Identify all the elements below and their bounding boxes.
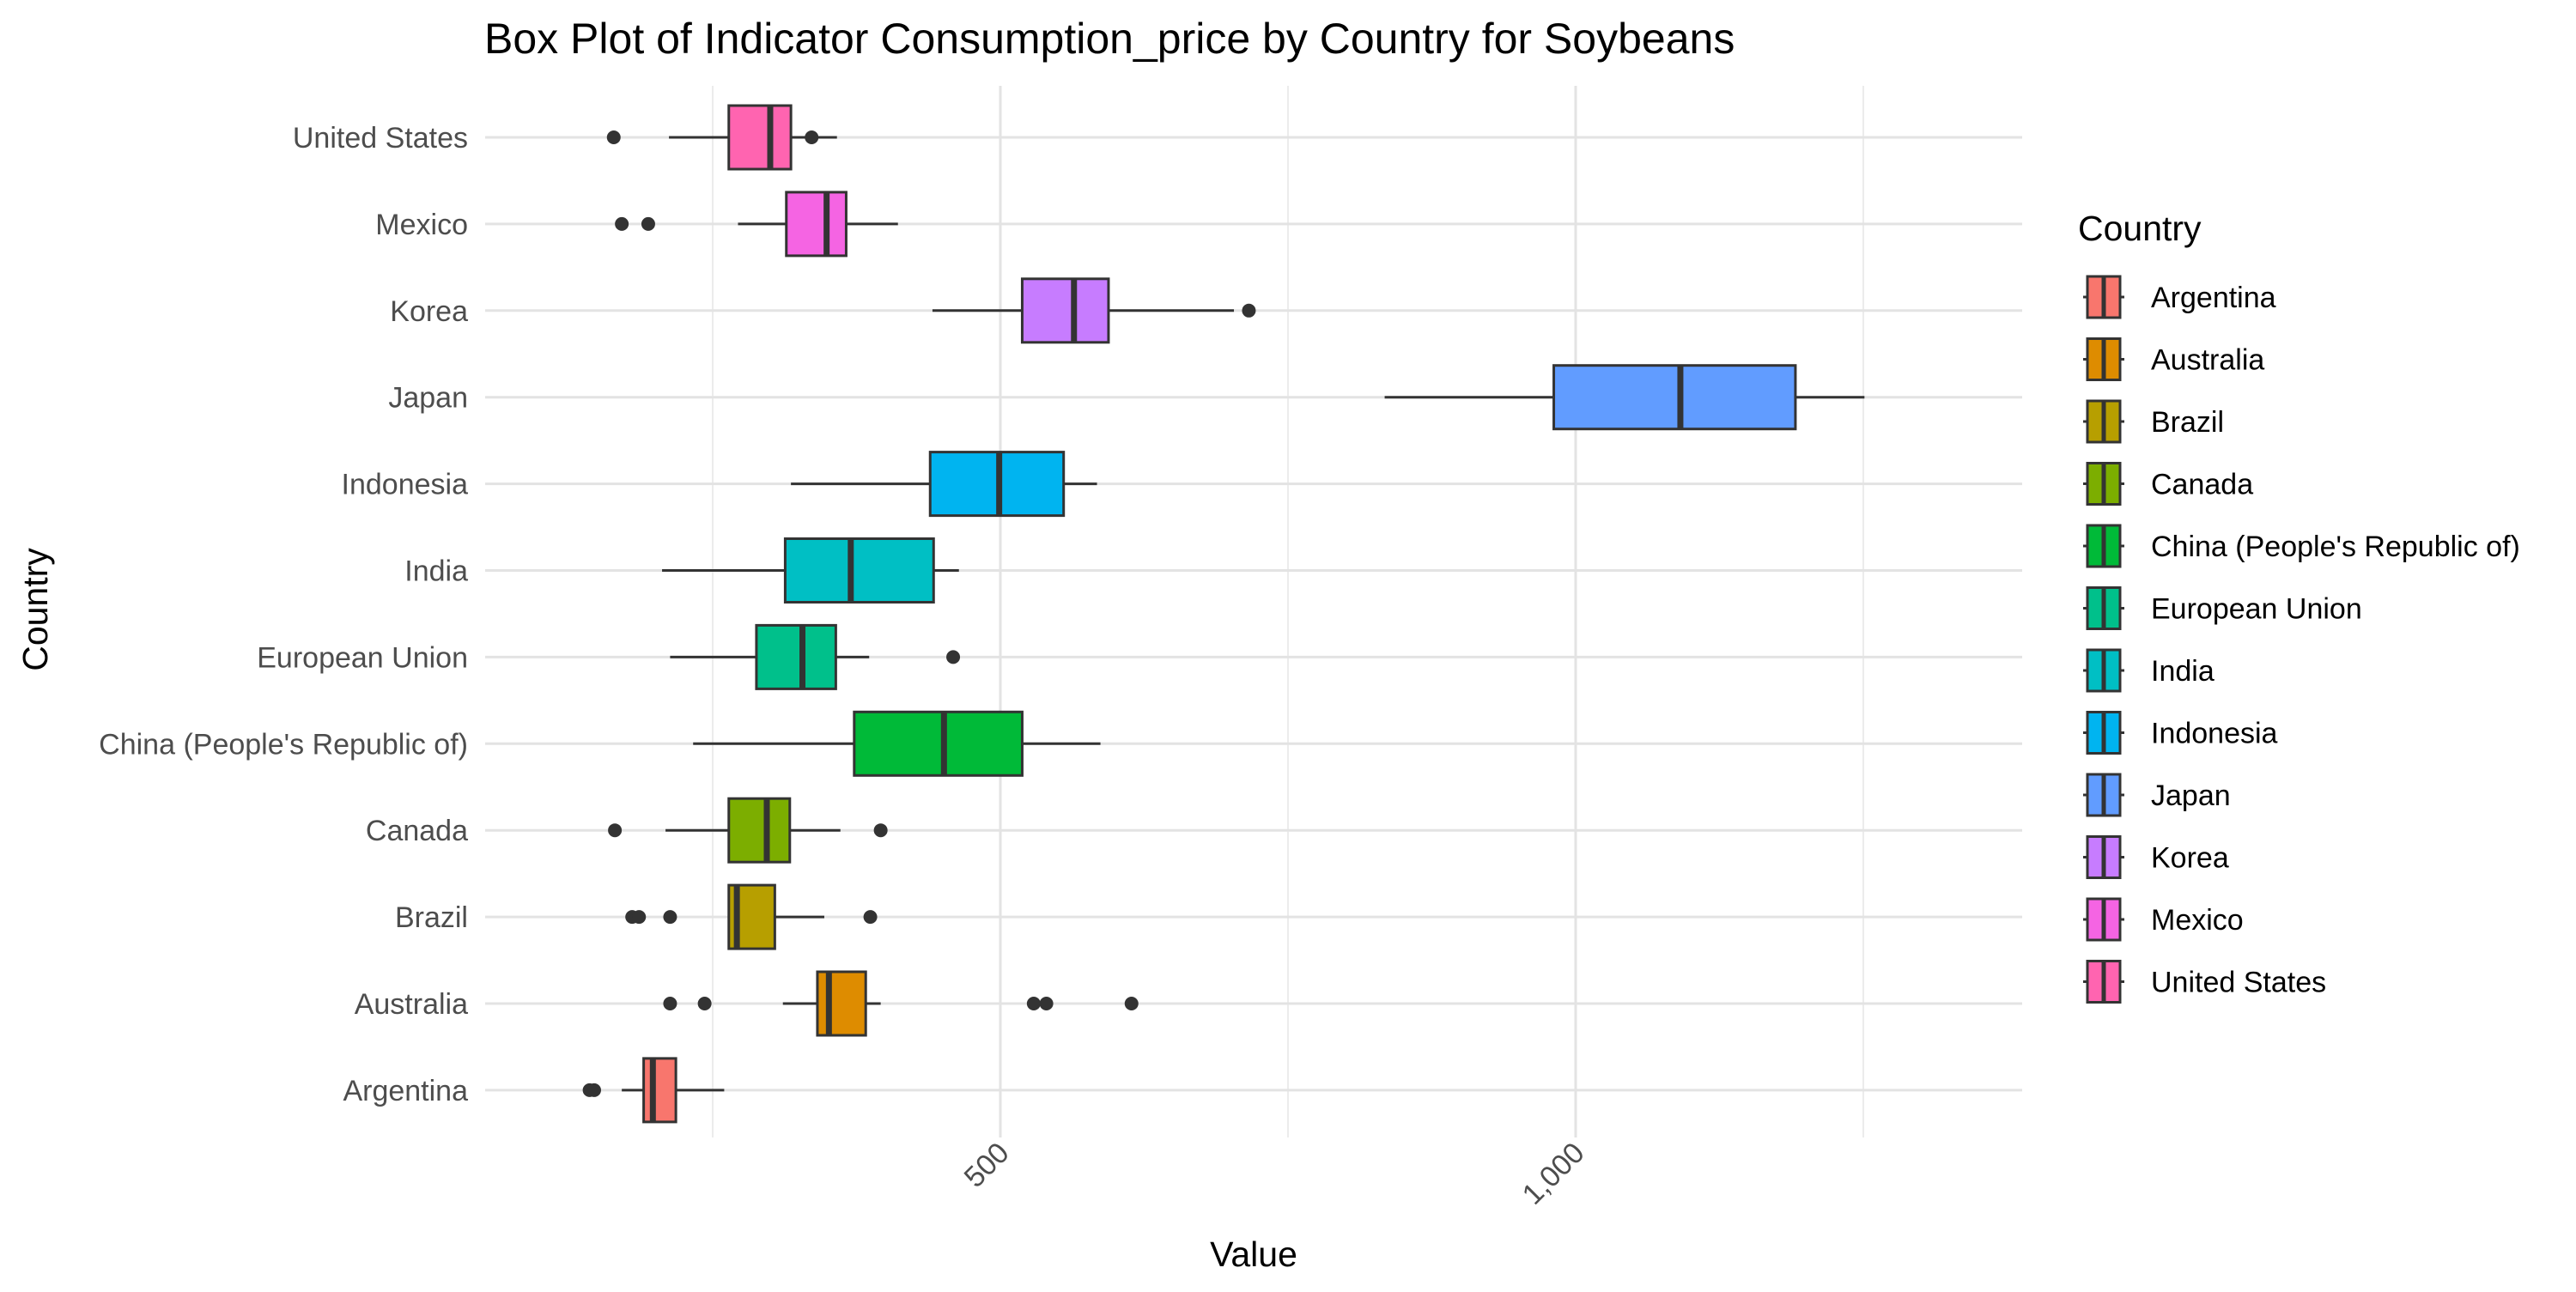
legend: Country Argentina Australia Brazil Canada Ch… — [2078, 209, 2520, 1004]
legend-title: Country — [2078, 209, 2202, 248]
box-indonesia — [791, 451, 1097, 518]
legend-label: Korea — [2151, 842, 2229, 875]
box-european-union — [670, 623, 961, 690]
outlier-point — [1242, 303, 1256, 318]
legend-label: China (People's Republic of) — [2151, 531, 2520, 563]
outlier-point — [1026, 997, 1041, 1010]
outlier-point — [805, 130, 819, 144]
y-tick-labels: Argentina Australia Brazil Canada China (Peo… — [99, 122, 468, 1107]
outlier-point — [946, 650, 961, 664]
outlier-point — [606, 130, 621, 144]
legend-key: Canada — [2083, 462, 2253, 506]
y-tick-label: European Union — [257, 641, 468, 674]
y-tick-label: Australia — [355, 988, 468, 1021]
box-iqr — [1020, 277, 1110, 344]
legend-label: Canada — [2151, 469, 2253, 501]
legend-label: European Union — [2151, 593, 2362, 626]
box-iqr — [853, 710, 1024, 777]
box-iqr — [785, 191, 848, 258]
outlier-point — [586, 1083, 601, 1097]
y-axis-title: Country — [15, 548, 55, 671]
legend-key: United States — [2083, 960, 2326, 1004]
outlier-point — [873, 823, 888, 838]
y-tick-label: India — [404, 555, 468, 588]
outlier-point — [641, 216, 655, 231]
x-tick-labels: 500 1,000 — [958, 1137, 1591, 1211]
legend-key: Australia — [2083, 337, 2264, 381]
box-iqr — [816, 970, 867, 1037]
legend-key: Mexico — [2083, 897, 2244, 942]
legend-key: China (People's Republic of) — [2083, 524, 2520, 568]
x-axis-title: Value — [1210, 1234, 1297, 1274]
outlier-point — [608, 823, 623, 838]
grid-layer — [485, 86, 2022, 1137]
legend-key: European Union — [2083, 586, 2362, 630]
box-china-people-s-republic-of- — [693, 710, 1101, 777]
box-iqr — [1552, 364, 1797, 431]
legend-label: Australia — [2151, 344, 2264, 377]
y-tick-label: Indonesia — [342, 469, 469, 501]
outlier-point — [697, 997, 712, 1010]
outlier-point — [615, 216, 629, 231]
outlier-point — [1039, 997, 1054, 1010]
outlier-point — [663, 997, 677, 1010]
box-iqr — [783, 537, 935, 604]
legend-label: India — [2151, 655, 2215, 688]
legend-key: Korea — [2083, 835, 2229, 879]
y-tick-label: Argentina — [343, 1075, 468, 1107]
legend-label: Argentina — [2151, 282, 2276, 314]
y-tick-label: Mexico — [375, 209, 468, 241]
y-tick-label: Canada — [366, 815, 468, 847]
y-tick-label: United States — [293, 122, 468, 155]
legend-label: Brazil — [2151, 406, 2224, 439]
box-iqr — [727, 797, 792, 864]
x-tick-label: 500 — [958, 1137, 1016, 1194]
box-united-states — [606, 104, 837, 171]
box-brazil — [625, 883, 878, 950]
legend-label: Mexico — [2151, 904, 2244, 937]
legend-key: India — [2083, 648, 2215, 693]
y-tick-label: Brazil — [395, 901, 468, 934]
legend-key: Argentina — [2083, 275, 2276, 319]
legend-label: Japan — [2151, 779, 2231, 812]
box-iqr — [727, 104, 793, 171]
box-iqr — [755, 623, 837, 690]
legend-label: Indonesia — [2151, 718, 2278, 750]
legend-label: United States — [2151, 967, 2326, 999]
chart-title: Box Plot of Indicator Consumption_price … — [484, 15, 1735, 63]
y-tick-label: China (People's Republic of) — [99, 728, 468, 761]
legend-key: Indonesia — [2083, 711, 2278, 755]
legend-key: Brazil — [2083, 399, 2224, 444]
box-iqr — [642, 1057, 677, 1124]
box-layer — [582, 104, 1865, 1124]
legend-key: Japan — [2083, 773, 2231, 817]
outlier-point — [663, 910, 677, 925]
y-tick-label: Japan — [388, 382, 468, 415]
y-tick-label: Korea — [390, 295, 468, 328]
box-japan — [1384, 364, 1865, 431]
outlier-point — [632, 910, 647, 925]
box-india — [662, 537, 959, 604]
outlier-point — [863, 910, 878, 925]
box-mexico — [615, 191, 898, 258]
outlier-point — [1124, 997, 1139, 1010]
box-argentina — [582, 1057, 725, 1124]
box-korea — [932, 277, 1256, 344]
x-tick-label: 1,000 — [1516, 1137, 1591, 1211]
box-canada — [608, 797, 888, 864]
box-australia — [663, 970, 1139, 1037]
